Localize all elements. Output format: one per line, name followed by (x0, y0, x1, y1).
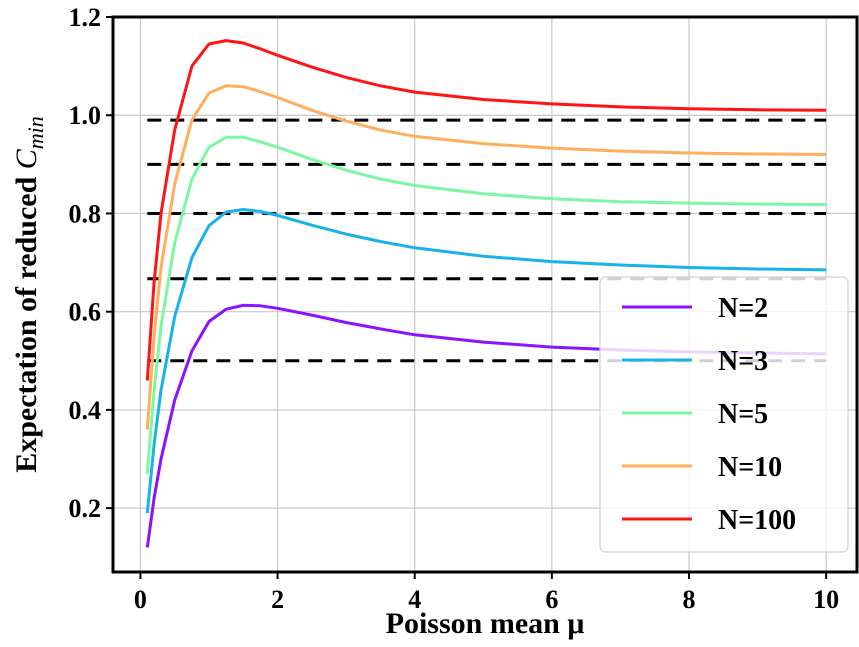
x-axis-label: Poisson mean μ (386, 607, 585, 640)
series-line-3 (145, 84, 827, 430)
legend-label: N=5 (718, 399, 768, 430)
x-tick-label: 0 (134, 585, 147, 614)
y-tick-label: 0.4 (69, 396, 102, 425)
series-line-1 (145, 208, 827, 514)
y-tick-label: 0.8 (69, 199, 102, 228)
y-axis-label: Expectation of reduced Cmin (10, 116, 48, 473)
x-tick-label: 4 (408, 585, 421, 614)
legend-label: N=2 (718, 293, 768, 324)
x-tick-label: 6 (545, 585, 558, 614)
y-axis-label-variable: C (10, 148, 43, 169)
y-tick-label: 1.2 (69, 3, 102, 32)
y-tick-label: 1.0 (69, 101, 102, 130)
x-tick-label: 8 (683, 585, 696, 614)
legend-label: N=10 (718, 452, 782, 483)
y-axis-label-subscript: min (23, 116, 48, 149)
x-tick-label: 2 (271, 585, 284, 614)
legend-label: N=3 (718, 346, 768, 377)
legend: N=2 N=3 N=5 N=10 N=100 (599, 276, 849, 553)
y-tick-label: 0.2 (69, 494, 102, 523)
legend-box (599, 276, 849, 553)
axes-frame (111, 15, 859, 574)
y-tick-label: 0.6 (69, 298, 102, 327)
ticks: 0 2 4 6 8 10 0.2 0.4 0.6 0.8 1.0 1.2 (69, 3, 840, 614)
y-axis-label-main: Expectation of reduced (10, 169, 43, 473)
series-line-2 (145, 135, 827, 474)
series-line-4 (145, 39, 827, 381)
x-tick-label: 10 (813, 585, 839, 614)
legend-label: N=100 (718, 505, 796, 536)
